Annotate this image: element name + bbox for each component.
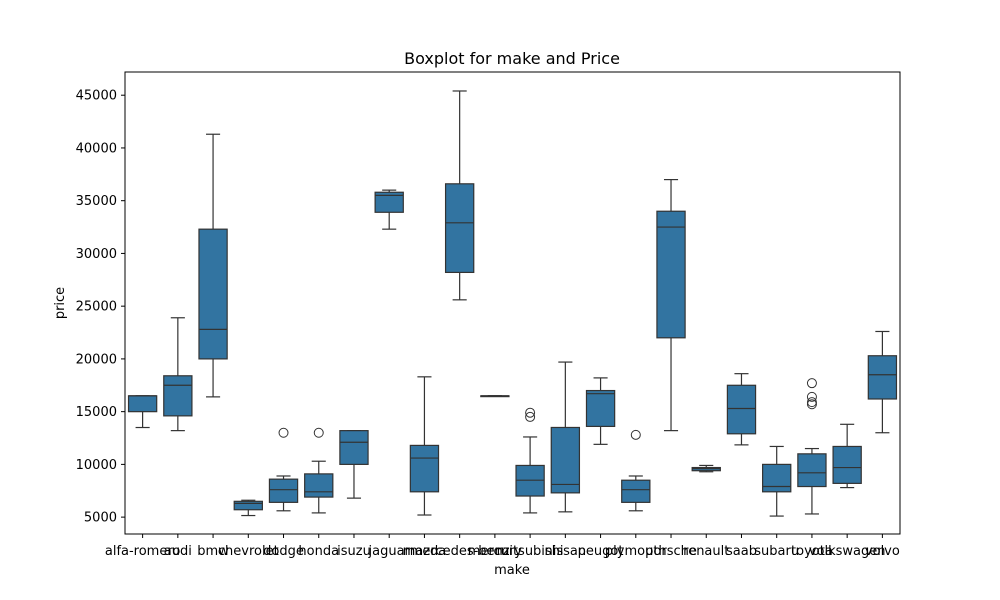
x-tick-label: nissan (545, 544, 587, 559)
box-chevrolet (233, 499, 263, 517)
box-nissan (550, 361, 581, 513)
iqr-box (127, 395, 158, 413)
x-tick-label: volvo (865, 544, 900, 559)
outlier-point (525, 411, 536, 422)
x-tick-label: saab (726, 544, 757, 559)
iqr-box (797, 453, 827, 488)
box-isuzu (339, 430, 369, 499)
box-plymouth (621, 429, 651, 512)
x-tick-label: jaguar (368, 544, 411, 559)
outlier-point (630, 429, 641, 440)
box-volvo (867, 330, 898, 434)
box-honda (304, 427, 334, 514)
outlier-point (525, 407, 536, 418)
x-axis-label: make (494, 563, 530, 578)
iqr-box (550, 426, 581, 494)
x-tick-label: mazda (403, 544, 447, 559)
iqr-box (585, 389, 616, 428)
outlier-point (278, 427, 289, 438)
x-tick-label: audi (164, 544, 192, 559)
y-axis-ticks: 5000 10000 15000 20000 25000 30000 35000 40000 4… (76, 89, 125, 526)
iqr-box (726, 384, 757, 435)
iqr-box (621, 479, 651, 503)
x-tick-label: volkswagen (809, 544, 886, 559)
iqr-box (374, 191, 404, 213)
y-tick-label: 5000 (84, 511, 117, 526)
outlier-point (313, 427, 324, 438)
x-tick-label: mercedes-benz (410, 544, 510, 559)
y-tick-label: 10000 (76, 458, 117, 473)
iqr-box (409, 444, 440, 493)
iqr-box (268, 478, 299, 503)
y-tick-label: 45000 (76, 89, 117, 104)
iqr-box (304, 473, 334, 498)
x-tick-label: subaru (754, 544, 799, 559)
y-tick-label: 25000 (76, 300, 117, 315)
outlier-point (806, 397, 817, 408)
box-volkswagen (832, 423, 862, 489)
iqr-box (198, 228, 228, 360)
y-tick-label: 40000 (76, 141, 117, 156)
x-tick-label: bmw (197, 544, 229, 559)
iqr-box (867, 355, 898, 400)
box-bmw (198, 133, 228, 398)
outlier-point (806, 391, 817, 402)
box-jaguar (374, 189, 404, 230)
x-tick-label: isuzu (337, 544, 371, 559)
box-toyota (797, 378, 827, 515)
x-tick-label: renault (683, 544, 729, 559)
x-tick-label: honda (298, 544, 339, 559)
box-peugot (585, 377, 616, 445)
x-tick-label: chevrolet (218, 544, 279, 559)
y-tick-label: 20000 (76, 352, 117, 367)
y-tick-label: 15000 (76, 405, 117, 420)
box-subaru (762, 445, 792, 517)
box-mitsubishi (515, 407, 545, 514)
y-tick-label: 30000 (76, 247, 117, 262)
iqr-box (163, 375, 193, 417)
box-dodge (268, 427, 299, 512)
outlier-point (806, 378, 817, 389)
box-porsche (656, 178, 686, 432)
x-tick-label: plymouth (605, 544, 667, 559)
plot-frame (124, 71, 901, 535)
boxes-layer (127, 90, 898, 517)
chart-title: Boxplot for make and Price (404, 49, 620, 68)
y-axis-label: price (53, 287, 68, 319)
iqr-box (656, 210, 686, 339)
iqr-box (444, 183, 475, 274)
iqr-box (233, 500, 263, 511)
box-mercedes-benz (444, 90, 475, 301)
x-tick-label: toyota (791, 544, 833, 559)
box-audi (163, 317, 193, 432)
x-tick-label: peugot (578, 544, 624, 559)
x-tick-label: alfa-romero (105, 544, 181, 559)
iqr-box (832, 445, 862, 484)
box-mazda (409, 376, 440, 516)
box-alfa-romero (127, 395, 158, 429)
iqr-box (762, 463, 792, 493)
x-tick-label: mitsubishi (497, 544, 564, 559)
x-tick-label: dodge (263, 544, 304, 559)
box-renault (691, 464, 721, 473)
x-tick-label: porsche (645, 544, 697, 559)
iqr-box (339, 430, 369, 465)
box-mercury (480, 395, 510, 398)
y-tick-label: 35000 (76, 194, 117, 209)
x-tick-label: mercury (468, 544, 522, 559)
box-saab (726, 373, 757, 446)
